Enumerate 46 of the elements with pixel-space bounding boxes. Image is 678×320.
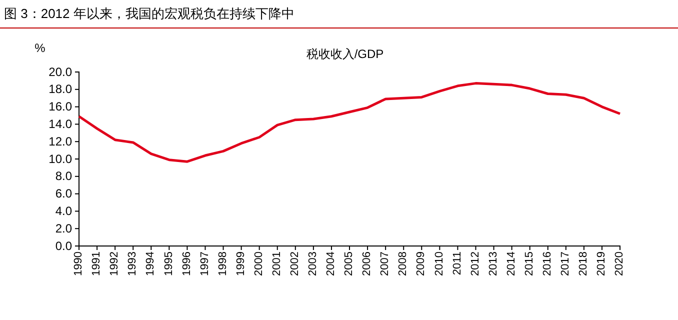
x-tick-label: 2009 [415, 252, 428, 276]
y-tick-label: 18.0 [48, 82, 72, 96]
x-tick-label: 2020 [614, 252, 626, 276]
x-tick-label: 2016 [541, 252, 554, 276]
y-tick-label: 6.0 [55, 186, 72, 201]
chart-title: 图 3：2012 年以来，我国的宏观税负在持续下降中 [4, 6, 294, 21]
y-tick-label: 0.0 [55, 238, 72, 253]
x-tick-label: 2018 [578, 252, 590, 276]
y-tick-label: 10.0 [48, 152, 72, 166]
x-tick-label: 2019 [596, 252, 608, 276]
x-tick-label: 2006 [361, 252, 374, 276]
x-tick-label: 1996 [180, 252, 193, 276]
x-tick-label: 2003 [307, 252, 320, 276]
y-axis-title: % [34, 41, 46, 55]
text: 税收收入/GDP [306, 47, 384, 61]
x-tick-label: 1994 [144, 252, 157, 276]
x-tick-label: 1995 [162, 252, 175, 276]
x-tick-label: 1990 [72, 252, 85, 276]
x-tick-label: 2011 [451, 252, 464, 276]
y-tick-label: 4.0 [55, 204, 72, 218]
x-tick-label: 2000 [252, 252, 265, 276]
y-tick-label: 14.0 [48, 117, 72, 132]
x-tick-label: 2002 [289, 252, 301, 276]
x-tick-label: 2008 [397, 252, 410, 276]
line-series [78, 82, 622, 163]
y-tick-label: 16.0 [48, 100, 72, 114]
y-tick-label: 12.0 [48, 134, 72, 148]
x-tick-label: 1998 [216, 252, 229, 276]
x-tick-label: 1991 [90, 252, 103, 276]
x-tick-label: 2010 [433, 252, 446, 276]
x-tick-label: 1999 [234, 252, 247, 276]
y-tick-label: 20.0 [48, 64, 72, 79]
x-tick-label: 2014 [505, 252, 518, 276]
x-tick-label: 2017 [560, 252, 572, 276]
x-tick-label: 2004 [325, 252, 338, 276]
y-tick-label: 2.0 [55, 221, 72, 236]
x-tick-label: 2015 [523, 252, 536, 276]
x-tick-label: 2013 [487, 252, 500, 276]
x-tick-label: 1997 [198, 252, 211, 276]
x-tick-label: 1993 [126, 252, 139, 276]
x-tick-label: 1992 [108, 252, 121, 276]
x-tick-label: 2007 [379, 252, 392, 276]
x-tick-label: 2012 [469, 252, 482, 276]
x-tick-label: 2005 [343, 252, 356, 276]
x-tick-label: 2001 [270, 252, 283, 276]
y-tick-label: 8.0 [55, 169, 72, 184]
